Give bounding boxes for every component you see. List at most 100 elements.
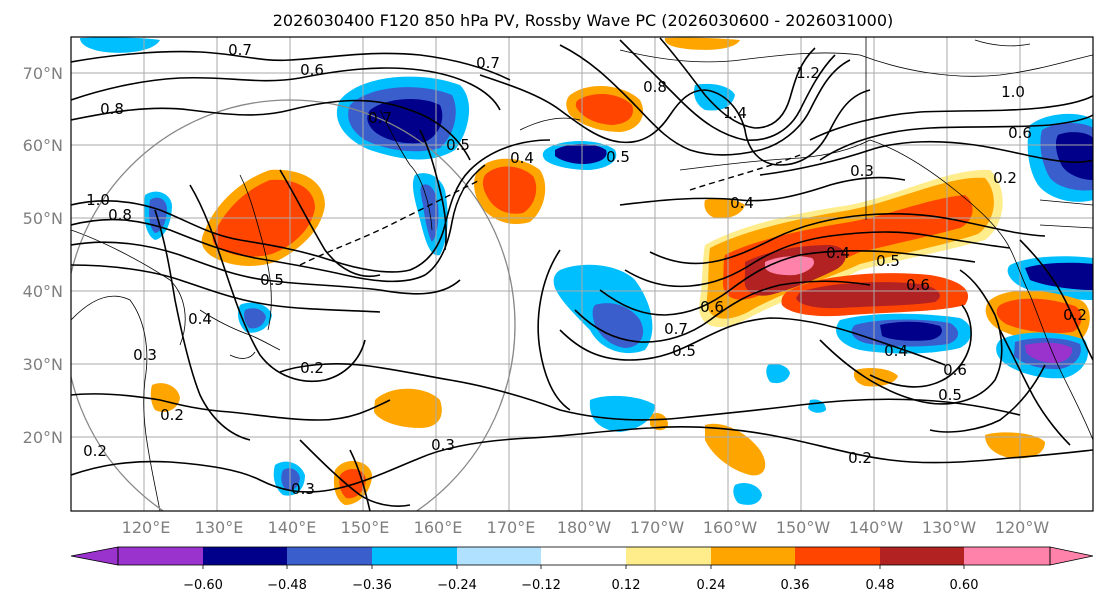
anomaly-patch-aleutian-positive	[474, 158, 546, 225]
colorbar-segments	[70, 546, 1094, 566]
colorbar-segment	[118, 547, 203, 565]
anomaly-patch-bering-negative	[542, 141, 617, 170]
lon-label: 160°E	[414, 518, 463, 537]
pv-contours	[71, 37, 1093, 511]
contour-label: 0.7	[664, 320, 688, 338]
colorbar-extend-max	[1049, 546, 1094, 566]
graticule	[71, 37, 1093, 511]
colorbar: −0.60 −0.48 −0.36 −0.24 −0.12 0.12 0.24 …	[70, 546, 1094, 593]
colorbar-tick-label: 0.12	[612, 578, 641, 593]
map-panel: 0.7 0.6 0.8 0.7 0.5 0.4 0.5 0.8 1.2 1.4 …	[70, 36, 1094, 512]
contour-label: 0.2	[848, 449, 872, 467]
contour-label: 0.4	[884, 342, 908, 360]
contour-label: 0.6	[700, 298, 724, 316]
colorbar-segment	[541, 547, 626, 565]
colorbar-extend-min	[70, 546, 119, 566]
lon-label: 130°W	[922, 518, 977, 537]
lat-label: 50°N	[23, 209, 63, 228]
contour-label: 0.7	[228, 41, 252, 59]
colorbar-segment	[964, 547, 1050, 565]
anomaly-patch-central-pacific-negative	[553, 264, 972, 354]
contour-label: 0.4	[510, 149, 534, 167]
contour-label: 0.4	[826, 244, 850, 262]
contour-label: 1.2	[796, 64, 820, 82]
contour-label: 0.6	[300, 61, 324, 79]
colorbar-segment	[880, 547, 964, 565]
figure-title: 2026030400 F120 850 hPa PV, Rossby Wave …	[273, 11, 894, 30]
contour-label: 0.3	[291, 480, 315, 498]
contour-labels: 0.7 0.6 0.8 0.7 0.5 0.4 0.5 0.8 1.2 1.4 …	[83, 41, 1087, 498]
lon-label: 180°W	[557, 518, 612, 537]
colorbar-segment	[626, 547, 711, 565]
longitude-labels: 120°E 130°E 140°E 150°E 160°E 170°E 180°…	[122, 518, 1050, 537]
colorbar-tick-label: −0.36	[352, 578, 392, 593]
contour-label: 0.4	[188, 310, 212, 328]
lon-label: 120°W	[995, 518, 1050, 537]
lon-label: 150°W	[776, 518, 831, 537]
contour-label: 0.3	[431, 436, 455, 454]
colorbar-tick-labels: −0.60 −0.48 −0.36 −0.24 −0.12 0.12 0.24 …	[183, 578, 978, 593]
latitude-labels: 70°N 60°N 50°N 40°N 30°N 20°N	[23, 64, 63, 447]
colorbar-tick-label: 0.24	[697, 578, 726, 593]
contour-label: 1.4	[723, 104, 747, 122]
contour-label: 0.5	[446, 136, 470, 154]
contour-label: 1.0	[86, 191, 110, 209]
contour-label: 0.5	[672, 342, 696, 360]
lon-label: 170°E	[487, 518, 536, 537]
dashed-contour	[299, 154, 801, 266]
colorbar-segment	[287, 547, 372, 565]
contour-label: 0.5	[938, 386, 962, 404]
contour-label: 0.2	[160, 406, 184, 424]
colorbar-segment	[372, 547, 457, 565]
colorbar-tick-label: −0.60	[183, 578, 223, 593]
anomaly-patch-east-pacific-negative	[1007, 113, 1093, 300]
lat-label: 60°N	[23, 136, 63, 155]
colorbar-segment	[457, 547, 541, 565]
lat-label: 30°N	[23, 355, 63, 374]
anomaly-patch-central-pacific-positive	[781, 273, 969, 317]
map-frame	[70, 36, 1094, 512]
contour-label: 1.0	[1001, 83, 1025, 101]
colorbar-tick-label: 0.48	[866, 578, 895, 593]
contour-label: 0.6	[943, 361, 967, 379]
contour-label: 0.7	[368, 109, 392, 127]
colorbar-ticks	[202, 565, 965, 569]
anomaly-patch-misc-negative	[80, 37, 826, 505]
contour-label: 0.2	[993, 169, 1017, 187]
contour-label: 0.3	[133, 346, 157, 364]
lon-label: 170°W	[630, 518, 685, 537]
colorbar-tick-label: 0.60	[950, 578, 979, 593]
lon-label: 140°W	[849, 518, 904, 537]
contour-label: 0.8	[643, 78, 667, 96]
lat-label: 40°N	[23, 282, 63, 301]
anomaly-patch-pacific-ridge-positive	[699, 169, 1003, 328]
lat-label: 70°N	[23, 64, 63, 83]
colorbar-segment	[203, 547, 287, 565]
contour-label: 0.2	[83, 442, 107, 460]
contour-label: 0.3	[850, 162, 874, 180]
colorbar-tick-label: 0.36	[781, 578, 810, 593]
lon-label: 160°W	[703, 518, 758, 537]
contour-label: 0.2	[300, 359, 324, 377]
colorbar-segment	[711, 547, 795, 565]
lon-label: 130°E	[195, 518, 244, 537]
reference-circle	[71, 99, 516, 511]
lon-label: 140°E	[268, 518, 317, 537]
contour-label: 0.7	[476, 54, 500, 72]
colorbar-frame	[117, 546, 1051, 566]
contour-label: 0.5	[606, 148, 630, 166]
contour-label: 0.5	[260, 271, 284, 289]
colorbar-tick-label: −0.48	[267, 578, 307, 593]
contour-label: 0.2	[1063, 306, 1087, 324]
contour-label: 0.5	[876, 252, 900, 270]
colorbar-tick-label: −0.12	[521, 578, 561, 593]
colorbar-tick-label: −0.24	[437, 578, 477, 593]
lat-label: 20°N	[23, 428, 63, 447]
contour-label: 0.6	[906, 276, 930, 294]
contour-label: 0.8	[108, 206, 132, 224]
contour-label: 0.8	[100, 100, 124, 118]
anomaly-patch-bering-positive	[566, 85, 644, 132]
lon-label: 120°E	[122, 518, 171, 537]
colorbar-segment	[795, 547, 880, 565]
